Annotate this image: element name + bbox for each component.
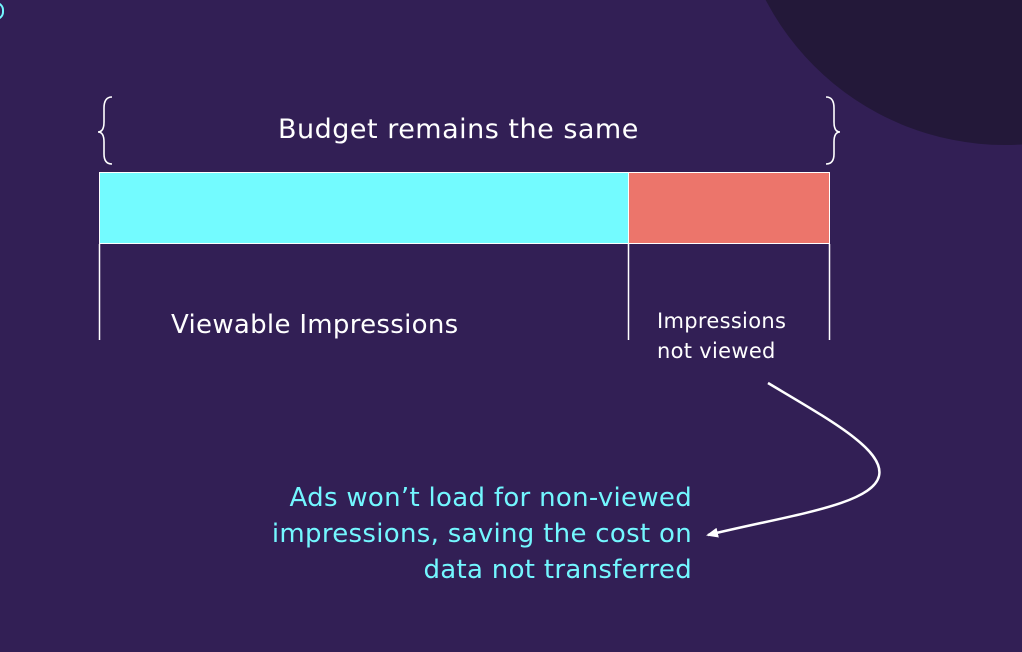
not-viewed-impressions-label: Impressions not viewed <box>657 309 787 363</box>
budget-label: Budget remains the same <box>278 114 639 145</box>
not-viewed-impressions-bar <box>628 172 830 244</box>
viewable-impressions-label: Viewable Impressions <box>171 310 459 340</box>
savings-note: Ads won’t load for non-viewed impression… <box>271 483 692 585</box>
right-brace <box>825 96 841 165</box>
curved-arrow <box>706 381 881 538</box>
left-brace <box>97 96 113 165</box>
viewable-impressions-bar <box>99 172 629 244</box>
